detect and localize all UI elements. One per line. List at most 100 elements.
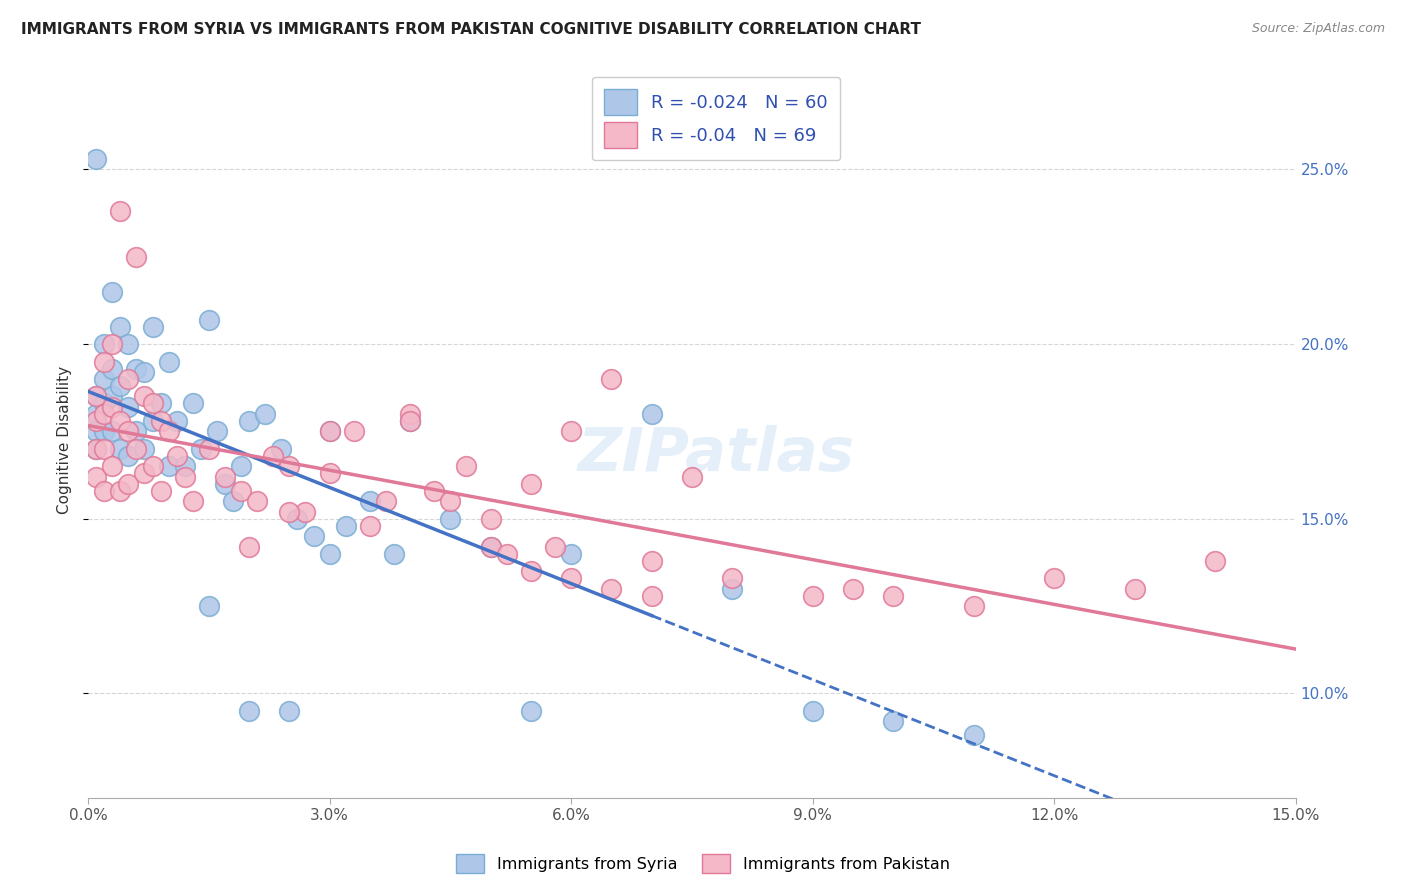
Point [117,476,139,491]
Point [84,442,107,456]
Point [318,467,340,481]
Point [882,589,904,603]
Point [278,704,301,718]
Point [222,494,245,508]
Point [640,553,662,567]
Point [214,476,236,491]
Point [110,204,132,219]
Point [375,494,398,508]
Point [318,547,340,561]
Point [117,337,139,351]
Point [544,540,567,554]
Point [205,425,228,439]
Point [359,494,381,508]
Point [238,414,260,428]
Point [214,470,236,484]
Point [318,425,340,439]
Point [560,571,582,585]
Point [93,483,115,498]
Point [1043,571,1066,585]
Point [560,425,582,439]
Text: IMMIGRANTS FROM SYRIA VS IMMIGRANTS FROM PAKISTAN COGNITIVE DISABILITY CORRELATI: IMMIGRANTS FROM SYRIA VS IMMIGRANTS FROM… [21,22,921,37]
Point [479,540,502,554]
Point [495,547,517,561]
Point [520,704,543,718]
Point [84,442,107,456]
Point [198,599,221,613]
Point [520,476,543,491]
Point [141,459,163,474]
Point [101,337,124,351]
Point [238,704,260,718]
Point [181,494,204,508]
Point [110,442,132,456]
Point [423,483,446,498]
Point [560,547,582,561]
Point [229,483,252,498]
Point [254,407,277,421]
Point [238,540,260,554]
Point [141,319,163,334]
Point [962,728,984,742]
Point [1204,553,1226,567]
Point [181,396,204,410]
Point [721,582,744,596]
Point [287,511,309,525]
Point [157,425,180,439]
Point [439,511,461,525]
Point [479,540,502,554]
Point [134,365,156,379]
Point [134,442,156,456]
Point [125,250,148,264]
Point [399,414,422,428]
Text: ZIPatlas: ZIPatlas [578,425,855,484]
Legend: Immigrants from Syria, Immigrants from Pakistan: Immigrants from Syria, Immigrants from P… [450,847,956,880]
Point [270,442,292,456]
Point [125,425,148,439]
Point [343,425,366,439]
Point [335,518,357,533]
Point [166,449,188,463]
Point [117,372,139,386]
Point [842,582,865,596]
Point [110,319,132,334]
Point [149,483,172,498]
Point [681,470,703,484]
Point [278,505,301,519]
Point [141,414,163,428]
Point [101,425,124,439]
Point [479,511,502,525]
Point [166,414,188,428]
Point [84,389,107,403]
Point [520,564,543,578]
Point [801,589,824,603]
Point [101,285,124,299]
Point [1123,582,1146,596]
Point [117,400,139,414]
Point [198,442,221,456]
Point [399,414,422,428]
Point [173,470,195,484]
Point [110,379,132,393]
Point [117,425,139,439]
Point [101,389,124,403]
Point [190,442,212,456]
Point [84,425,107,439]
Point [173,459,195,474]
Point [134,389,156,403]
Point [101,400,124,414]
Point [456,459,478,474]
Point [246,494,269,508]
Point [149,414,172,428]
Point [157,459,180,474]
Point [302,529,325,543]
Point [229,459,252,474]
Point [101,459,124,474]
Y-axis label: Cognitive Disability: Cognitive Disability [58,366,72,514]
Point [801,704,824,718]
Text: Source: ZipAtlas.com: Source: ZipAtlas.com [1251,22,1385,36]
Point [84,414,107,428]
Point [640,407,662,421]
Point [262,449,284,463]
Point [134,467,156,481]
